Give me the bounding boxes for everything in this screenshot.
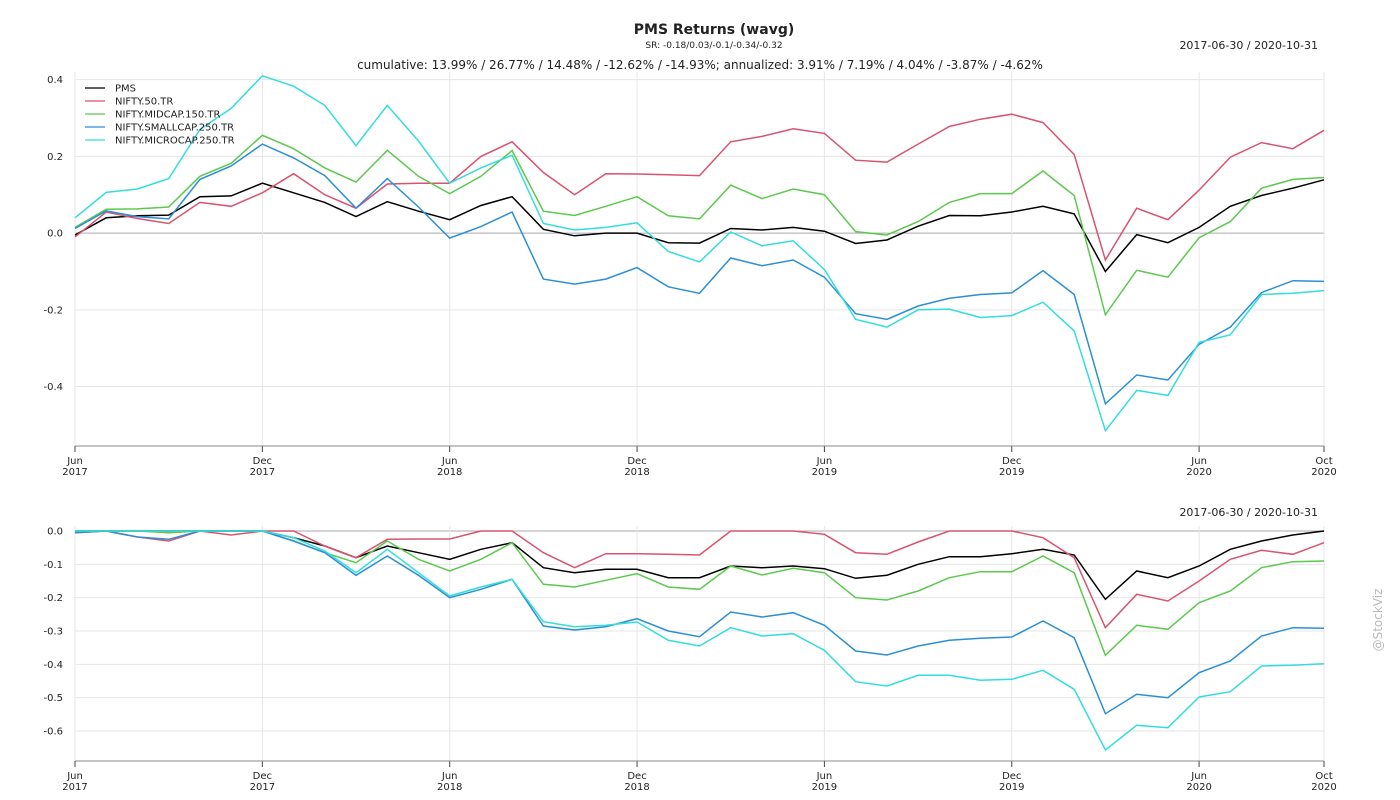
annotation: cumulative: 13.99% / 26.77% / 14.48% / -… (357, 58, 1043, 72)
y-tick-label: -0.5 (43, 693, 63, 704)
legend-label: NIFTY.MIDCAP.150.TR (115, 110, 221, 121)
y-tick-label: -0.6 (43, 727, 63, 738)
x-tick-label: Jun 2019 (812, 456, 837, 478)
x-tick-label: Jun 2017 (62, 456, 87, 478)
y-tick-label: -0.4 (43, 382, 63, 393)
x-tick-label: Oct 2020 (1311, 456, 1336, 478)
x-tick-label: Jun 2019 (812, 771, 837, 793)
y-tick-label: -0.4 (43, 660, 63, 671)
legend-label: PMS (115, 84, 136, 95)
legend-label: NIFTY.50.TR (115, 97, 173, 108)
series-line (74, 134, 1325, 317)
chart-subtitle: SR: -0.18/0.03/-0.1/-0.34/-0.32 (645, 41, 782, 51)
y-tick-label: 0.2 (47, 152, 63, 163)
series-line (74, 530, 1325, 715)
legend-label: NIFTY.SMALLCAP.250.TR (115, 123, 234, 134)
y-tick-label: -0.2 (43, 305, 63, 316)
y-tick-label: -0.2 (43, 593, 63, 604)
series-line (75, 530, 1325, 752)
date-range: 2017-06-30 / 2020-10-31 (1179, 506, 1318, 519)
y-tick-label: -0.3 (43, 627, 63, 638)
y-tick-label: -0.1 (43, 560, 63, 571)
y-tick-label: 0.0 (47, 229, 63, 240)
x-tick-label: Dec 2019 (999, 771, 1024, 793)
chart-title: PMS Returns (wavg) (634, 22, 795, 38)
x-tick-label: Dec 2018 (624, 771, 649, 793)
date-range: 2017-06-30 / 2020-10-31 (1179, 39, 1318, 52)
x-tick-label: Jun 2017 (62, 771, 87, 793)
series-line (74, 113, 1325, 262)
y-tick-label: 0.0 (47, 527, 63, 538)
x-tick-label: Dec 2018 (624, 456, 649, 478)
series-line (74, 530, 1325, 630)
x-tick-label: Jun 2020 (1186, 771, 1211, 793)
legend-label: NIFTY.MICROCAP.250.TR (115, 136, 235, 147)
x-tick-label: Jun 2018 (437, 456, 462, 478)
x-tick-label: Dec 2017 (250, 771, 275, 793)
watermark: @StockViz (1371, 589, 1385, 652)
series-line (74, 143, 1325, 406)
x-tick-label: Oct 2020 (1311, 771, 1336, 793)
x-tick-label: Dec 2017 (250, 456, 275, 478)
y-tick-label: 0.4 (47, 75, 63, 86)
x-tick-label: Dec 2019 (999, 456, 1024, 478)
x-tick-label: Jun 2020 (1186, 456, 1211, 478)
series-line (74, 74, 1325, 433)
series-line (74, 179, 1325, 273)
x-tick-label: Jun 2018 (437, 771, 462, 793)
